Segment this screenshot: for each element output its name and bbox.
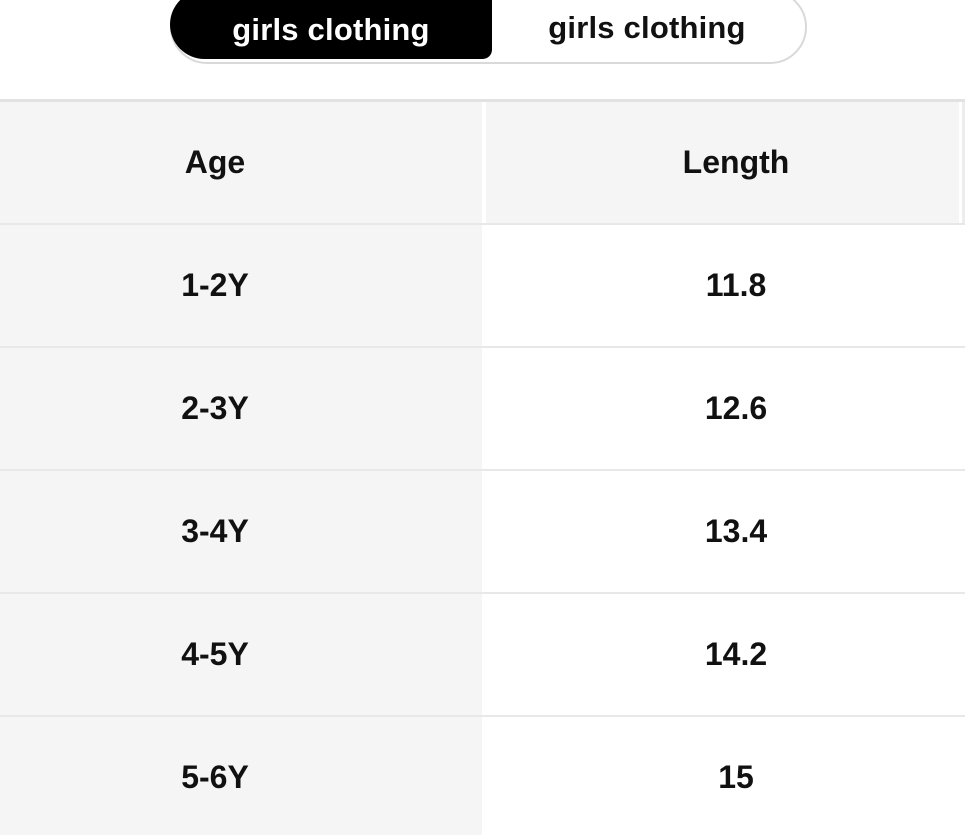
length-cell: 15 <box>486 717 959 835</box>
column-header-age: Age <box>0 102 482 223</box>
table-header-row: Age Length <box>0 102 965 225</box>
size-chart-table: Age Length 1-2Y 11.8 2-3Y 12.6 3-4Y 13.4… <box>0 99 965 835</box>
table-row: 2-3Y 12.6 <box>0 348 965 471</box>
category-tab-bar: girls clothing girls clothing <box>170 0 807 64</box>
age-cell: 2-3Y <box>0 348 482 469</box>
age-cell: 4-5Y <box>0 594 482 715</box>
next-column-peek <box>962 717 965 835</box>
table-row: 4-5Y 14.2 <box>0 594 965 717</box>
age-cell: 1-2Y <box>0 225 482 346</box>
table-row: 1-2Y 11.8 <box>0 225 965 348</box>
column-header-length: Length <box>486 102 959 223</box>
tab-label: girls clothing <box>232 11 430 47</box>
next-column-peek <box>962 225 965 346</box>
tab-girls-clothing-active[interactable]: girls clothing <box>170 0 492 59</box>
length-cell: 14.2 <box>486 594 959 715</box>
tab-girls-clothing-inactive[interactable]: girls clothing <box>489 0 805 62</box>
table-row: 5-6Y 15 <box>0 717 965 835</box>
next-column-peek <box>962 594 965 715</box>
age-cell: 5-6Y <box>0 717 482 835</box>
length-cell: 11.8 <box>486 225 959 346</box>
next-column-peek <box>962 348 965 469</box>
tab-label: girls clothing <box>548 10 746 45</box>
length-cell: 13.4 <box>486 471 959 592</box>
next-column-peek <box>962 471 965 592</box>
age-cell: 3-4Y <box>0 471 482 592</box>
next-column-peek <box>962 102 965 223</box>
table-row: 3-4Y 13.4 <box>0 471 965 594</box>
length-cell: 12.6 <box>486 348 959 469</box>
